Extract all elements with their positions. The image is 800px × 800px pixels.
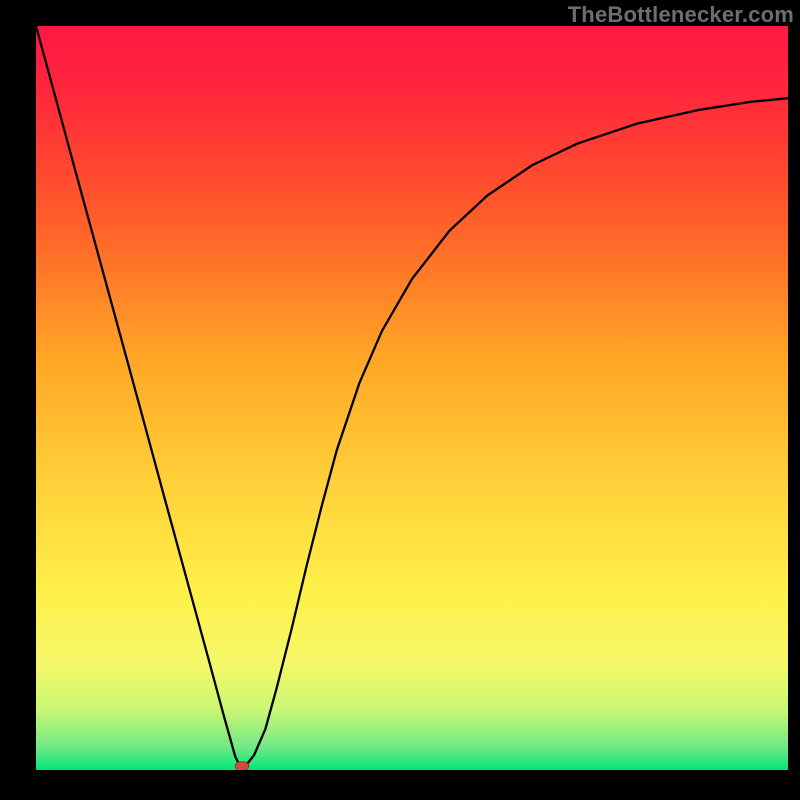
chart-background [36,26,788,770]
chart-frame: TheBottlenecker.com [0,0,800,800]
watermark-text: TheBottlenecker.com [568,2,794,28]
optimal-point-marker [235,762,249,770]
chart-plot [36,26,788,770]
